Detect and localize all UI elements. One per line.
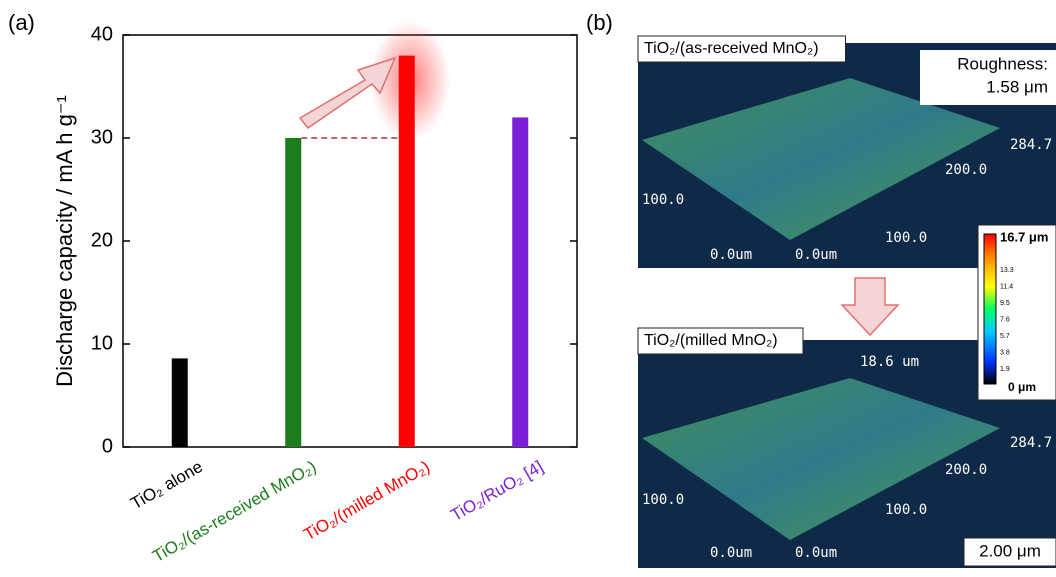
y-tick-label: 20 (91, 229, 113, 251)
colorbar-tick: 11.4 (1000, 283, 1013, 290)
axis-label: 0.0um (710, 545, 752, 561)
colorbar-max: 16.7 μm (1000, 229, 1048, 244)
image-title: TiO₂/(as-received MnO₂) (644, 40, 819, 57)
axis-label: 0.0um (710, 247, 752, 263)
panel-label: (b) (586, 10, 613, 35)
colorbar (984, 234, 996, 384)
y-tick-label: 10 (91, 332, 113, 354)
colorbar-tick: 5.7 (1000, 333, 1010, 340)
x-tick-label: TiO₂/RuO₂ [4] (448, 457, 547, 525)
figure: (a) (b) 0 10 20 30 40 Discharge capacity / mA… (0, 0, 1056, 572)
colorbar-tick: 3.8 (1000, 349, 1010, 356)
axis-label: 0.0um (795, 545, 837, 561)
x-tick-label: TiO₂ alone (127, 457, 205, 513)
axis-label: 100.0 (885, 502, 927, 518)
bar (399, 56, 415, 447)
colorbar-tick: 1.9 (1000, 366, 1010, 373)
axis-label: 18.6 um (860, 354, 919, 370)
arrow (842, 278, 898, 335)
axis-label: 284.7 (1010, 435, 1052, 451)
axis-label: 284.7 (1010, 137, 1052, 153)
image-title: TiO₂/(milled MnO₂) (644, 332, 778, 349)
x-tick-label: TiO₂/(milled MnO₂) (301, 457, 433, 544)
y-tick-label: 30 (91, 126, 113, 148)
axis-label: 100.0 (885, 230, 927, 246)
colorbar-tick: 7.6 (1000, 316, 1010, 323)
axis-label: 100.0 (642, 192, 684, 208)
axis-label: 0.0um (795, 247, 837, 263)
y-axis-label: Discharge capacity / mA h g⁻¹ (52, 95, 77, 387)
y-tick-label: 0 (102, 435, 113, 457)
bar (512, 117, 528, 447)
panel-b (638, 43, 1056, 568)
y-tick-label: 40 (91, 23, 113, 45)
panel-label: (a) (8, 10, 35, 35)
colorbar-tick: 9.5 (1000, 300, 1010, 307)
axis-label: 200.0 (945, 162, 987, 178)
axis-label: 200.0 (945, 462, 987, 478)
bar (285, 138, 301, 447)
note: 1.58 μm (986, 77, 1048, 96)
note: 2.00 μm (979, 541, 1041, 560)
axis-label: 100.0 (642, 492, 684, 508)
bar (172, 358, 188, 447)
colorbar-min: 0 μm (1008, 380, 1036, 394)
colorbar-tick: 13.3 (1000, 267, 1014, 274)
note: Roughness: (957, 54, 1048, 73)
